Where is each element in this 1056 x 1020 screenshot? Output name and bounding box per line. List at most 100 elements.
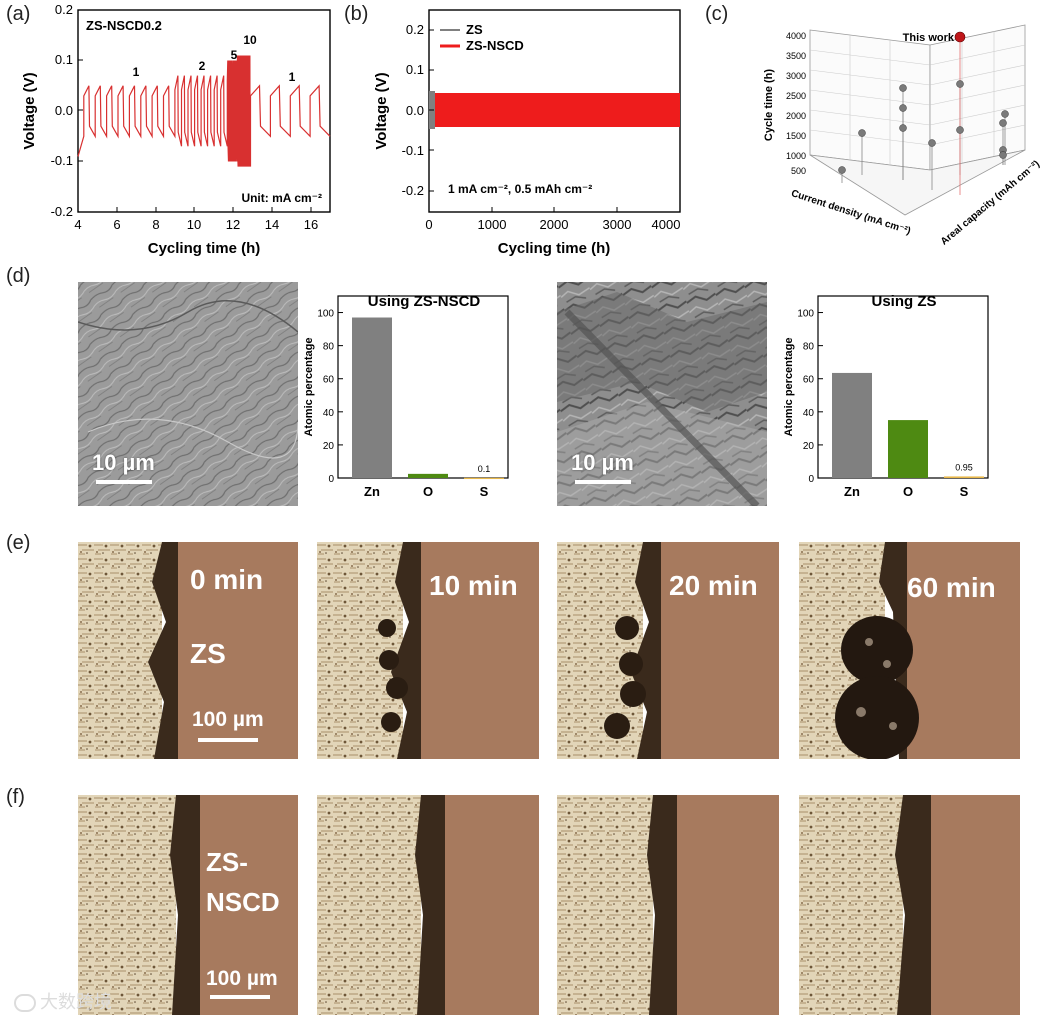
x-tick-a-12: 12 [226,217,240,232]
y-axis-a: -0.2 -0.1 0.0 0.1 0.2 Voltage (V) [21,2,83,219]
micrograph-zs-nscd-20min [557,795,779,1015]
z-axis-c: 500 1000 1500 2000 2500 3000 3500 4000 [786,31,806,176]
point-8 [956,126,964,134]
category-label-s: S [480,484,489,499]
category-label-zn: Zn [364,484,380,499]
series-zs-nscd-band [434,93,680,127]
y-tick-b-02: 0.2 [406,22,424,37]
y-tick-a-0: 0.0 [55,103,73,118]
category-label-s: S [960,484,969,499]
y-tick-label-20: 20 [803,441,815,452]
y-tick-b-m01: -0.1 [402,143,424,158]
scalebar-line-e [198,738,258,742]
time-label-e3: 20 min [669,570,758,601]
bar-yticks-zs-nscd: 0 20 40 60 80 100 [317,309,343,485]
y-tick-b-01: 0.1 [406,62,424,77]
this-work-label: This work [903,32,955,44]
point-2 [858,129,866,137]
point-12 [999,151,1007,159]
time-label-e4: 60 min [907,572,996,603]
x-tick-a-8: 8 [152,217,159,232]
bar-title-zs-nscd: Using ZS-NSCD [368,293,481,310]
unit-note-a: Unit: mA cm⁻² [241,191,322,205]
y-label-b: Voltage (V) [373,72,390,149]
rate-label-1: 1 [133,65,140,79]
y-tick-label-80: 80 [323,342,335,353]
y-label-a: Voltage (V) [21,72,38,149]
bar-zn [352,317,392,478]
panel-label-c: (c) [705,3,729,25]
point-5 [899,124,907,132]
data-label-s: 0.95 [955,462,973,472]
scalebar-label-e: 100 µm [192,708,264,731]
x-tick-a-14: 14 [265,217,279,232]
scalebar-line-d2 [575,480,631,484]
literature-points [838,80,1009,174]
sem-image-zs-nscd: 10 µm [78,282,298,506]
watermark: 大数跨境 [14,988,112,1014]
rate-label-5: 5 [231,48,238,62]
data-label-s: 0.1 [478,464,491,474]
point-4 [899,104,907,112]
watermark-icon [14,994,36,1013]
z-tick-1000: 1000 [786,151,806,161]
micrograph-zs-nscd-10min [317,795,539,1015]
point-10 [999,119,1007,127]
micrograph-zs-60min: 60 min [799,542,1020,759]
x-axis-b: 0 1000 2000 3000 4000 Cycling time (h) [425,207,681,257]
scalebar-line-d1 [96,480,152,484]
y-tick-label-60: 60 [323,375,335,386]
scalebar-label-f: 100 µm [206,967,278,990]
bar-chart-zs-nscd: Using ZS-NSCD Atomic percentage 0 20 40 60 8… [303,293,509,499]
y-axis-b: -0.2 -0.1 0.0 0.1 0.2 Voltage (V) [373,22,434,198]
bar-chart-zs: Using ZS Atomic percentage 020406080100 … [783,293,989,499]
scalebar-label-d1: 10 µm [92,450,155,475]
bar-ylabel-zs-nscd: Atomic percentage [303,337,315,436]
category-label-zn: Zn [844,484,860,499]
bar-marks-zs [832,372,984,478]
y-tick-a-m01: -0.1 [51,153,73,168]
panel-label-e: (e) [6,532,31,554]
bar-ylabel-zs: Atomic percentage [783,337,795,436]
x-label-a: Cycling time (h) [148,240,261,257]
x-tick-b-1000: 1000 [478,217,507,232]
bar-zn [832,372,872,478]
z-tick-2000: 2000 [786,111,806,121]
y-tick-label-40: 40 [323,408,335,419]
micrograph-zs-10min: 10 min [317,542,539,759]
grid-c [809,31,1026,165]
x-tick-b-2000: 2000 [540,217,569,232]
scalebar-line-f [210,995,270,999]
back-wall-right [929,24,1026,171]
micrograph-zs-20min: 20 min [557,542,779,759]
bar-categories-zs-nscd: Zn O S 0.1 [364,464,490,499]
micrograph-zs-nscd-0min: ZS- NSCD 100 µm [78,795,298,1015]
plot-frame-a [77,9,331,213]
y-tick-label-40: 40 [803,408,815,419]
sem-image-zs: 10 µm [557,282,767,506]
category-label-o: O [423,484,433,499]
bar-title-zs: Using ZS [871,293,936,310]
y-tick-label-0: 0 [328,474,334,485]
panel-a-chart: 4 6 8 10 12 14 16 Cycling time (h) -0.2 … [21,2,331,257]
y-tick-label-20: 20 [323,441,335,452]
sample-label-zs: ZS [190,638,226,669]
panel-label-b: (b) [344,3,369,25]
bar-yticks-zs: 0 20 40 60 80 100 [797,309,823,485]
micrograph-zs-0min: 0 min ZS 100 µm [78,542,298,759]
rate-label-10: 10 [243,33,257,47]
bar-o [888,420,928,478]
z-tick-2500: 2500 [786,91,806,101]
x-tick-b-0: 0 [425,217,432,232]
z-label-c: Cycle time (h) [763,69,775,141]
panel-b-chart: 0 1000 2000 3000 4000 Cycling time (h) -… [373,9,681,257]
panel-label-f: (f) [6,786,25,808]
category-label-o: O [903,484,913,499]
z-tick-4000: 4000 [786,31,806,41]
watermark-text: 大数跨境 [40,992,112,1012]
x-label-b: Cycling time (h) [498,240,611,257]
legend-b: ZS ZS-NSCD [440,22,524,53]
time-label-e1: 0 min [190,564,264,595]
this-work-point [954,31,966,43]
bar-s [464,477,504,480]
